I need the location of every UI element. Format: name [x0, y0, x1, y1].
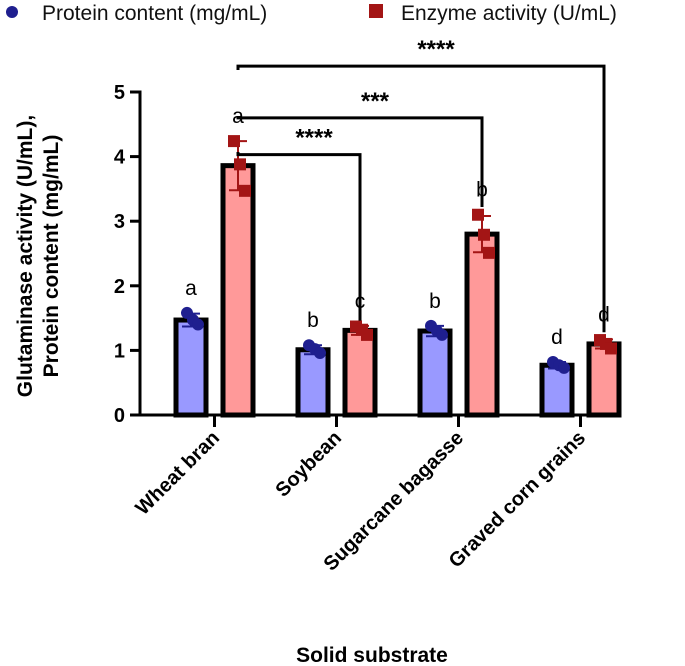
- data-point: [314, 346, 326, 359]
- data-point: [472, 208, 484, 221]
- significance-letter: d: [551, 326, 563, 349]
- data-point: [361, 328, 373, 341]
- data-point: [436, 328, 448, 341]
- significance-stars: ****: [417, 36, 455, 63]
- y-tick-label: 5: [114, 82, 125, 104]
- data-point: [558, 361, 570, 374]
- legend-label-enzyme: Enzyme activity (U/mL): [401, 2, 617, 25]
- x-tick-label: Wheat bran: [131, 427, 224, 520]
- significance-letter: a: [185, 277, 197, 300]
- x-axis-title: Solid substrate: [296, 644, 448, 666]
- y-tick-label: 2: [114, 276, 125, 298]
- x-tick-label: Soybean: [272, 427, 347, 502]
- data-point: [228, 135, 240, 148]
- bar: [464, 231, 500, 418]
- significance-stars: ***: [361, 88, 390, 115]
- bar: [295, 347, 331, 418]
- x-tick-label: Graved corn grains: [445, 427, 590, 572]
- legend-marker-protein: [6, 6, 18, 18]
- legend-marker-enzyme: [369, 4, 383, 18]
- bar: [342, 327, 378, 418]
- significance-stars: ****: [295, 125, 333, 152]
- y-tick-label: 4: [114, 147, 126, 169]
- data-point: [192, 318, 204, 331]
- data-point: [483, 246, 495, 259]
- data-point: [478, 228, 490, 241]
- y-tick-label: 3: [114, 211, 125, 233]
- x-tick-label: Sugarcane bagasse: [320, 427, 468, 575]
- legend-label-protein: Protein content (mg/mL): [42, 2, 267, 25]
- bar: [539, 362, 575, 418]
- data-point: [239, 184, 251, 197]
- bar: [417, 328, 453, 418]
- bar: [586, 341, 622, 418]
- significance-letter: b: [307, 309, 319, 332]
- bar: [220, 163, 256, 418]
- y-tick-label: 1: [114, 340, 125, 362]
- bar: [173, 317, 209, 418]
- significance-bracket: [236, 64, 606, 333]
- y-axis-title-line-2: Protein content (mg/mL): [40, 135, 63, 378]
- significance-bracket: [236, 152, 362, 321]
- legend: Protein content (mg/mL) Enzyme activity …: [6, 2, 617, 25]
- data-point: [234, 158, 246, 171]
- significance-bracket: [236, 116, 484, 207]
- y-axis-title-line-1: Glutaminase activity (U/mL),: [14, 115, 37, 397]
- significance-letter: b: [429, 290, 441, 313]
- data-point: [605, 342, 617, 355]
- y-tick-label: 0: [114, 405, 125, 427]
